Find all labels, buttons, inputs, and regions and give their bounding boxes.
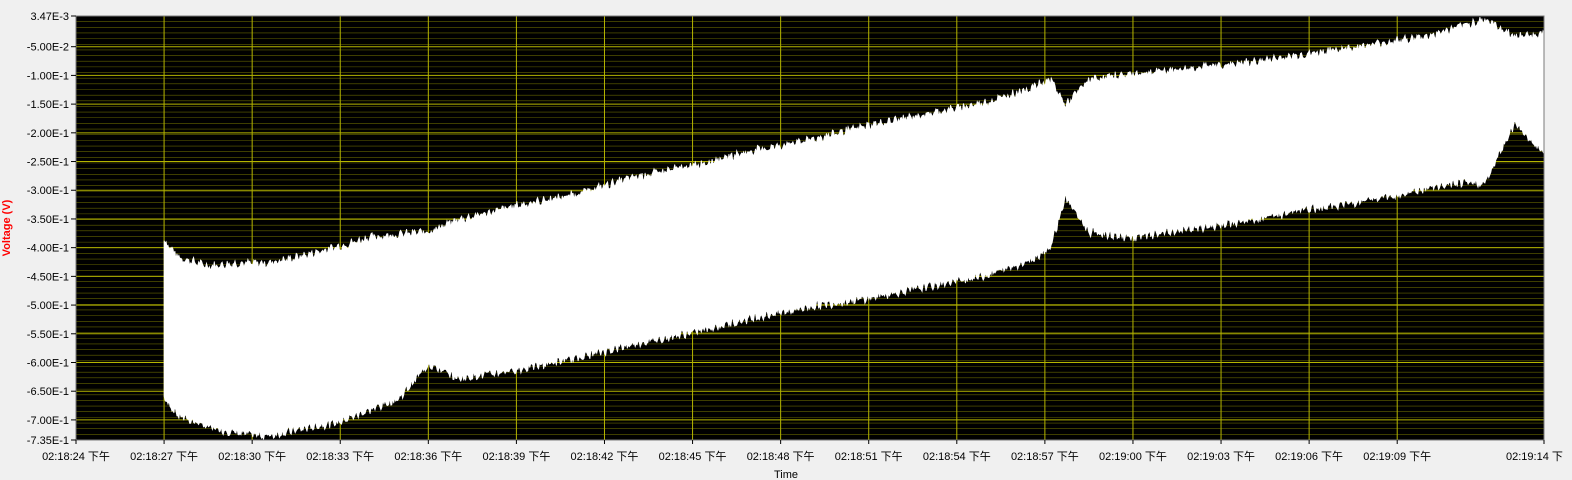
x-tick-label: 02:18:33 下午: [306, 450, 374, 463]
x-tick-label: 02:18:24 下午: [42, 450, 110, 463]
y-axis-title: Voltage (V): [1, 199, 13, 256]
x-tick-label: 02:18:42 下午: [571, 450, 639, 463]
x-tick-label: 02:19:14 下: [1506, 451, 1563, 463]
y-tick-label: -4.50E-1: [27, 271, 69, 283]
y-tick-label: -1.50E-1: [27, 99, 69, 111]
y-tick-label: -5.00E-2: [27, 42, 69, 54]
x-tick-label: 02:18:36 下午: [394, 450, 462, 463]
x-tick-label: 02:18:27 下午: [130, 450, 198, 463]
y-tick-label: -1.00E-1: [27, 70, 69, 82]
y-tick-label: -3.50E-1: [27, 214, 69, 226]
x-tick-label: 02:18:45 下午: [659, 450, 727, 463]
y-tick-label: -5.50E-1: [27, 329, 69, 341]
y-tick-label: -6.00E-1: [27, 357, 69, 369]
x-tick-label: 02:18:39 下午: [482, 450, 550, 463]
x-tick-label: 02:19:06 下午: [1275, 450, 1343, 463]
x-tick-label: 02:19:00 下午: [1099, 450, 1167, 463]
x-tick-label: 02:18:48 下午: [747, 450, 815, 463]
y-tick-label: -7.35E-1: [27, 435, 69, 447]
y-tick-label: -5.00E-1: [27, 300, 69, 312]
x-axis-title: Time: [774, 469, 798, 480]
x-tick-label: 02:18:54 下午: [923, 450, 991, 463]
y-tick-label: -3.00E-1: [27, 185, 69, 197]
x-axis-ticks: 02:18:24 下午 02:18:27 下午 02:18:30 下午 02:18:3…: [42, 440, 1563, 463]
x-tick-label: 02:18:51 下午: [835, 450, 903, 463]
plot-frame: [75, 15, 1545, 441]
y-axis-ticks: 3.47E-3 -5.00E-2 -1.00E-1 -1.50E-1 -2.00E-1 -…: [27, 11, 76, 447]
y-tick-label: -2.50E-1: [27, 157, 69, 169]
x-tick-label: 02:18:30 下午: [218, 450, 286, 463]
x-tick-label: 02:19:09 下午: [1363, 450, 1431, 463]
y-tick-label: 3.47E-3: [30, 11, 69, 23]
x-tick-label: 02:19:03 下午: [1187, 450, 1255, 463]
y-tick-label: -4.00E-1: [27, 243, 69, 255]
y-tick-label: -7.00E-1: [27, 415, 69, 427]
y-tick-label: -2.00E-1: [27, 128, 69, 140]
y-tick-label: -6.50E-1: [27, 386, 69, 398]
x-tick-label: 02:18:57 下午: [1011, 450, 1079, 463]
